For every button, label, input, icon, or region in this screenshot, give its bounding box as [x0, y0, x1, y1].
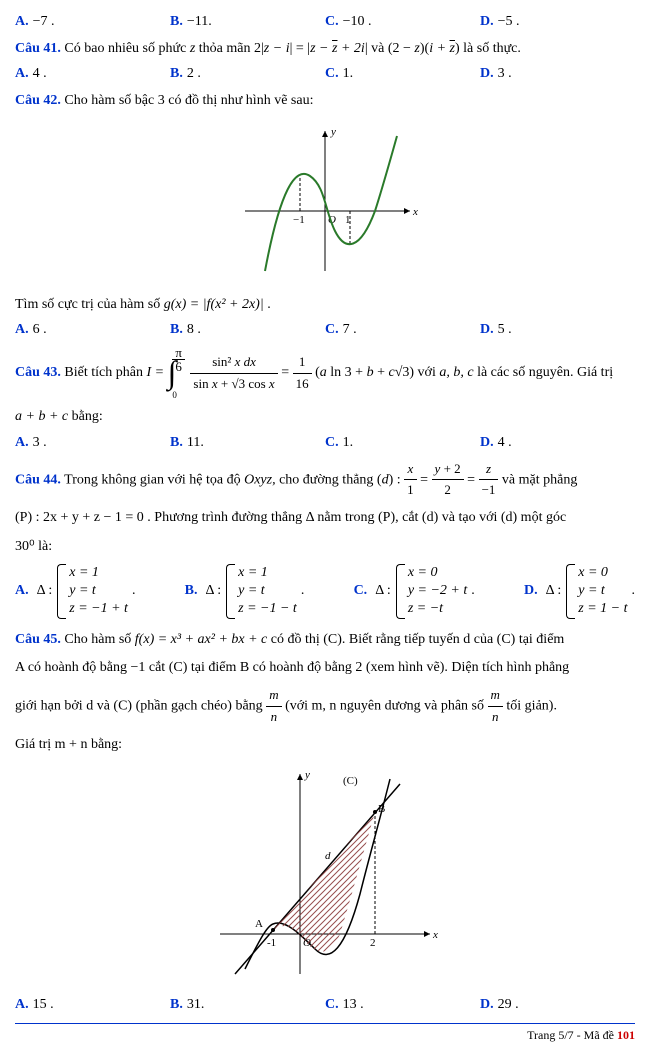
q43-opt-a: A.3 .: [15, 435, 170, 451]
svg-text:A: A: [255, 918, 263, 930]
q42: Câu 42. Cho hàm số bậc 3 có đồ thị như h…: [15, 90, 635, 112]
q42-options: A.6 . B.8 . C.7 . D.5 .: [15, 322, 635, 338]
q45-line4: Giá trị m + n bằng:: [15, 734, 635, 756]
footer: Trang 5/7 - Mã đề 101: [15, 1023, 635, 1043]
q41-label: Câu 41.: [15, 41, 61, 56]
q43: Câu 43. Biết tích phân I = ∫ π60 sin² x …: [15, 346, 635, 400]
q45-t3-mid: (với m, n nguyên dương và phân số: [285, 699, 487, 714]
q44: Câu 44. Trong không gian với hệ tọa độ O…: [15, 459, 635, 502]
q44-opt-d: D. Δ : x = 0 y = t z = 1 − t .: [524, 564, 635, 619]
tick-1: 1: [345, 214, 351, 226]
q43-opt-d: D.4 .: [480, 435, 635, 451]
x-axis-label: x: [412, 206, 418, 218]
svg-text:d: d: [325, 850, 331, 862]
q40-opt-a: A.−7 .: [15, 14, 170, 30]
q44-options: A. Δ : x = 1 y = t z = −1 + t . B. Δ : x…: [15, 564, 635, 619]
y-axis-label: y: [330, 126, 336, 138]
q45-line3: giới hạn bởi d và (C) (phần gạch chéo) b…: [15, 685, 635, 728]
q45-t2: A có hoành độ bằng −1 cắt (C) tại điểm B…: [15, 660, 569, 675]
q43-label: Câu 43.: [15, 365, 61, 380]
q45-opt-b: B.31.: [170, 997, 325, 1013]
q40-options: A.−7 . B.−11. C.−10 . D.−5 .: [15, 14, 635, 30]
q42-graph: x y O −1 1: [15, 121, 635, 286]
q43-abc: a + b + c: [15, 409, 68, 424]
q45-opt-a: A.15 .: [15, 997, 170, 1013]
q42-opt-c: C.7 .: [325, 322, 480, 338]
tick-neg1: −1: [293, 214, 305, 226]
q42-find: Tìm số cực trị của hàm số g(x) = |f(x² +…: [15, 294, 635, 316]
q42-opt-a: A.6 .: [15, 322, 170, 338]
q42-label: Câu 42.: [15, 93, 61, 108]
q41-text-mid1: thỏa mãn: [199, 41, 254, 56]
svg-text:2: 2: [370, 937, 376, 949]
q43-opt-b: B.11.: [170, 435, 325, 451]
q44-oxyz: Oxyz,: [244, 472, 276, 487]
q40-opt-c: C.−10 .: [325, 14, 480, 30]
q41-opt-b: B.2 .: [170, 66, 325, 82]
q44-t1-pre: Trong không gian với hệ tọa độ: [64, 472, 244, 487]
q44-opt-b: B. Δ : x = 1 y = t z = −1 − t .: [185, 564, 305, 619]
q44-t1-post: và mặt phẳng: [502, 472, 577, 487]
q41: Câu 41. Có bao nhiêu số phức z thỏa mãn …: [15, 38, 635, 60]
q45-opt-c: C.13 .: [325, 997, 480, 1013]
q44-label: Câu 44.: [15, 472, 61, 487]
q40-opt-d: D.−5 .: [480, 14, 635, 30]
q42-opt-d: D.5 .: [480, 322, 635, 338]
q42-find-pre: Tìm số cực trị của hàm số: [15, 297, 164, 312]
q45-label: Câu 45.: [15, 632, 61, 647]
footer-code: 101: [617, 1028, 635, 1042]
q44-line3: 30⁰ là:: [15, 536, 635, 558]
q44-opt-c: C. Δ : x = 0 y = −2 + t z = −t .: [354, 564, 475, 619]
q44-line2: (P) : 2x + y + z − 1 = 0 . Phương trình …: [15, 507, 635, 529]
q43-opt-c: C.1.: [325, 435, 480, 451]
q45-graph: x y O -1 2 (C) B A d: [15, 764, 635, 989]
q42-opt-b: B.8 .: [170, 322, 325, 338]
q43-options: A.3 . B.11. C.1. D.4 .: [15, 435, 635, 451]
q45: Câu 45. Cho hàm số f(x) = x³ + ax² + bx …: [15, 629, 635, 651]
q44-t1-mid: cho đường thẳng: [279, 472, 377, 487]
svg-text:(C): (C): [343, 775, 358, 787]
q41-opt-d: D.3 .: [480, 66, 635, 82]
q45-options: A.15 . B.31. C.13 . D.29 .: [15, 997, 635, 1013]
q45-t3-pre: giới hạn bởi d và (C) (phần gạch chéo) b…: [15, 699, 266, 714]
q44-t3: 30⁰ là:: [15, 539, 52, 554]
q45-t1-mid: có đồ thị (C). Biết rằng tiếp tuyến d củ…: [271, 632, 565, 647]
q41-text-pre: Có bao nhiêu số phức: [64, 41, 189, 56]
q45-opt-d: D.29 .: [480, 997, 635, 1013]
q41-options: A.4 . B.2 . C.1. D.3 .: [15, 66, 635, 82]
q41-opt-c: C.1.: [325, 66, 480, 82]
q45-t4: Giá trị m + n bằng:: [15, 737, 122, 752]
svg-text:x: x: [432, 929, 438, 941]
q45-t1-pre: Cho hàm số: [64, 632, 134, 647]
q45-t3-post: tối giản).: [506, 699, 557, 714]
q43-text-mid: với: [418, 365, 440, 380]
q43-bang: bằng:: [72, 409, 103, 424]
q44-opt-a: A. Δ : x = 1 y = t z = −1 + t .: [15, 564, 135, 619]
footer-page: Trang 5/7 - Mã đề: [527, 1028, 617, 1042]
q43-text-pre: Biết tích phân: [64, 365, 146, 380]
q44-t2: (P) : 2x + y + z − 1 = 0 . Phương trình …: [15, 510, 566, 525]
q41-opt-a: A.4 .: [15, 66, 170, 82]
q43-text-post: là các số nguyên. Giá trị: [477, 365, 613, 380]
svg-text:-1: -1: [267, 937, 276, 949]
svg-text:B: B: [378, 803, 385, 815]
q40-opt-b: B.−11.: [170, 14, 325, 30]
q42-text: Cho hàm số bậc 3 có đồ thị như hình vẽ s…: [64, 93, 313, 108]
q43-line2: a + b + c bằng:: [15, 406, 635, 428]
q41-text-mid2: và: [371, 41, 388, 56]
svg-text:y: y: [304, 769, 310, 781]
q45-line2: A có hoành độ bằng −1 cắt (C) tại điểm B…: [15, 657, 635, 679]
q41-text-post: là số thực.: [463, 41, 521, 56]
